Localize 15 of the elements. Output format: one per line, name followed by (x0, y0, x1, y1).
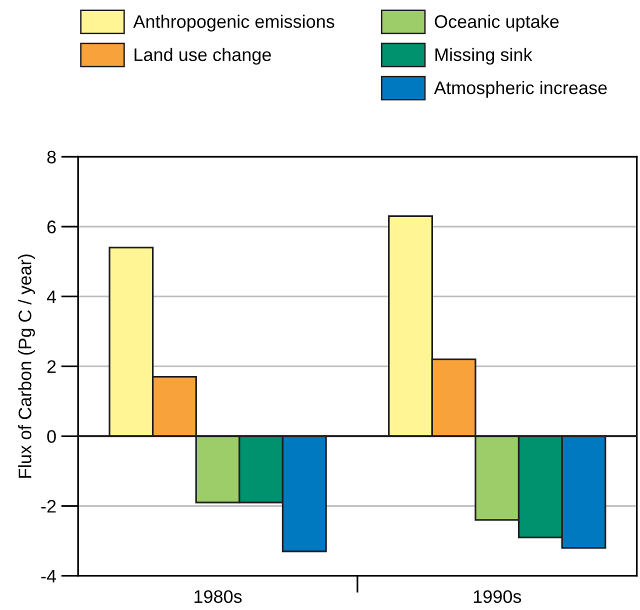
y-tick-label: 8 (47, 150, 56, 164)
y-tick-label: 4 (46, 290, 56, 303)
y-axis-title: Flux of Carbon (Pg C / year) (18, 254, 35, 478)
legend-label: Oceanic uptake (434, 14, 559, 32)
legend-label: Anthropogenic emissions (133, 14, 334, 32)
x-tick-label: 1980s (194, 590, 242, 603)
legend-label: Atmospheric increase (434, 80, 607, 98)
y-tick-label: 2 (47, 360, 56, 373)
legend-label: Missing sink (435, 48, 532, 65)
x-tick-label: 1990s (474, 590, 522, 603)
legend-label: Land use change (134, 48, 271, 65)
y-tick-label: -4 (41, 570, 56, 582)
y-tick-label: 6 (47, 220, 56, 234)
y-tick-label: -2 (41, 500, 56, 513)
y-tick-label: 0 (47, 430, 56, 443)
